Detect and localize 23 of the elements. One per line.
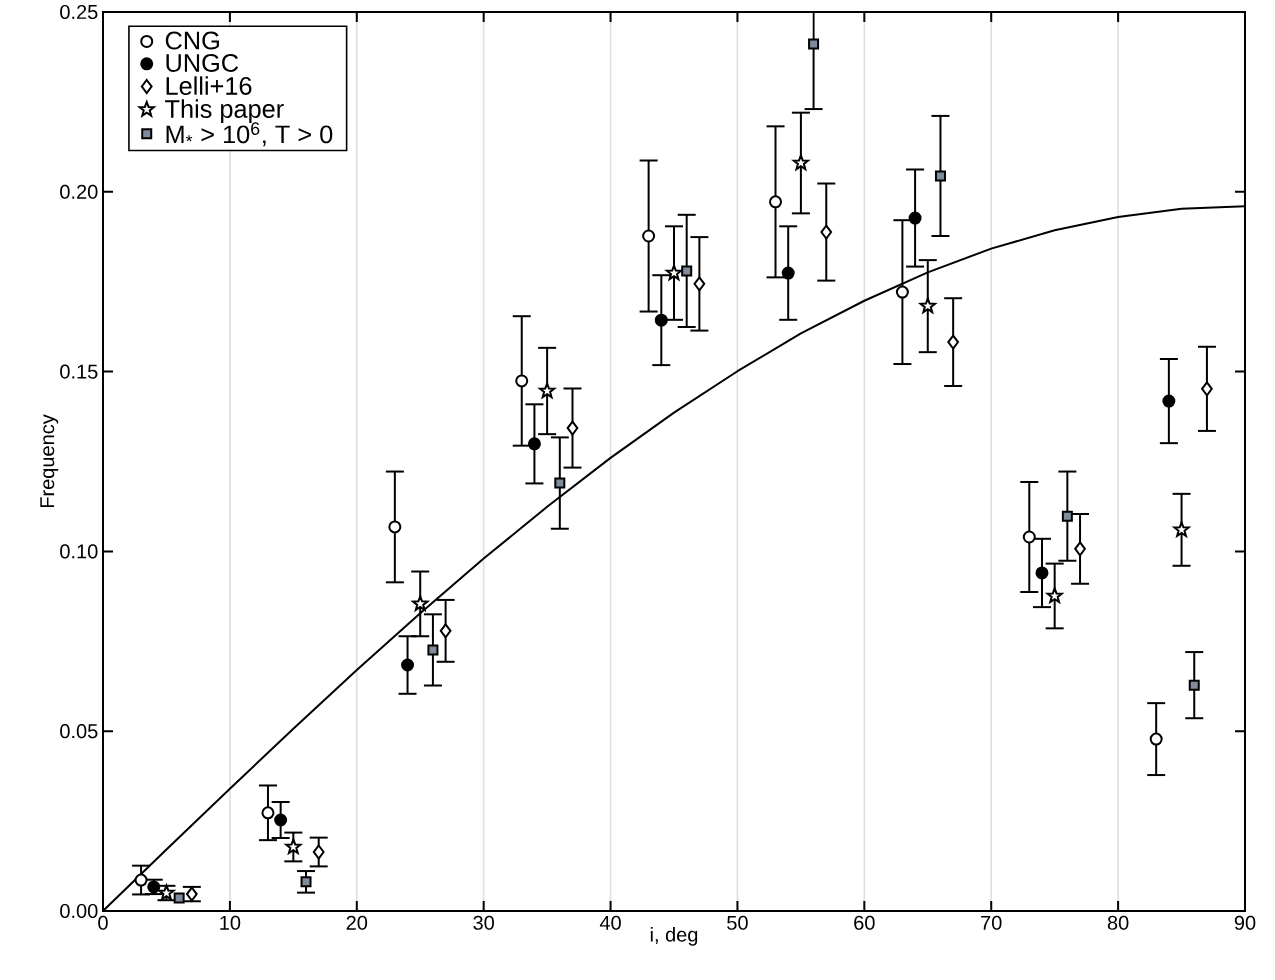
- x-tick-label: 40: [599, 915, 621, 930]
- y-tick-label: 0.00: [60, 903, 98, 919]
- x-tick-label: 50: [727, 915, 748, 930]
- y-tick-label: 0.05: [60, 724, 98, 739]
- x-tick-label: 90: [1234, 915, 1256, 930]
- legend-label: CNG: [165, 31, 219, 50]
- legend-label: This paper: [165, 99, 284, 123]
- legend-label: Lelli+16: [166, 76, 252, 95]
- legend-label: M$_{*}$ > 10$^{6}$, T > 0: [166, 122, 333, 147]
- x-tick-label: 30: [473, 915, 494, 930]
- x-axis-title: i, deg: [650, 927, 698, 946]
- x-tick-label: 70: [981, 915, 1002, 930]
- x-tick-label: 10: [220, 915, 241, 930]
- y-tick-label: 0.20: [60, 184, 98, 199]
- x-tick-label: 0: [98, 915, 108, 930]
- y-tick-label: 0.10: [60, 544, 98, 559]
- y-tick-label: 0.15: [60, 364, 98, 379]
- x-tick-label: 20: [346, 915, 368, 930]
- x-tick-label: 80: [1107, 915, 1129, 930]
- legend-label: UNGC: [166, 53, 239, 72]
- y-axis-title: Frequency: [40, 414, 59, 508]
- y-tick-label: 0.25: [60, 4, 98, 20]
- x-tick-label: 60: [854, 915, 875, 930]
